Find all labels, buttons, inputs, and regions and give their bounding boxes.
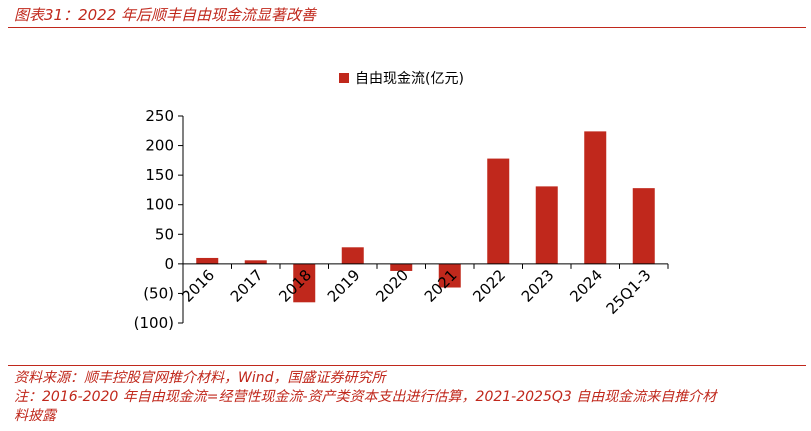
x-tick-label: 2019: [324, 266, 364, 306]
bar-2023: [535, 186, 558, 264]
chart-legend: 自由现金流(亿元): [339, 71, 464, 87]
x-tick-label: 2023: [518, 266, 558, 306]
y-tick-label: 0: [164, 255, 174, 273]
source-line: 资料来源：顺丰控股官网推介材料，Wind，国盛证券研究所: [14, 370, 386, 386]
x-tick-label: 2022: [469, 266, 509, 306]
legend-swatch: [339, 73, 349, 83]
legend-label: 自由现金流(亿元): [355, 71, 464, 87]
x-tick-label: 2020: [372, 266, 412, 306]
x-tick-label: 2016: [178, 266, 218, 306]
bar-2016: [196, 257, 219, 264]
y-tick-label: 150: [145, 166, 174, 184]
y-tick-label: (100): [134, 314, 174, 332]
bar-2021: [438, 263, 461, 288]
bar-2018: [293, 263, 316, 303]
x-axis: 2016 2017 2018 2019 2020 2021 2022 2023 202425Q1…: [178, 263, 669, 318]
note-line-continued: 料披露: [14, 408, 56, 424]
y-tick-label: 250: [145, 107, 174, 125]
y-tick-label: 200: [145, 137, 174, 155]
x-tick-label: 2017: [227, 266, 267, 306]
bar-25Q1-3: [632, 188, 655, 264]
bar-2024: [584, 131, 607, 264]
x-tick-label: 2024: [566, 266, 606, 306]
bar-2020: [390, 263, 413, 271]
y-tick-label: 50: [155, 225, 174, 243]
x-tick-label: 25Q1-3: [603, 266, 655, 318]
bars-group: [196, 131, 655, 303]
bar-2022: [487, 158, 510, 264]
figure-title: 图表31：2022 年后顺丰自由现金流显著改善: [14, 6, 317, 24]
title-divider: [8, 27, 806, 28]
bar-2019: [341, 247, 364, 264]
source-divider: [8, 365, 806, 366]
y-axis: (100) (50) 0 50 100 150 200 250: [134, 107, 184, 332]
y-tick-label: (50): [143, 284, 174, 302]
note-line: 注：2016-2020 年自由现金流=经营性现金流-资产类资本支出进行估算，20…: [14, 389, 717, 405]
source-notes: 资料来源：顺丰控股官网推介材料，Wind，国盛证券研究所 注：2016-2020…: [14, 369, 804, 426]
bar-2017: [244, 260, 267, 264]
y-tick-label: 100: [145, 196, 174, 214]
